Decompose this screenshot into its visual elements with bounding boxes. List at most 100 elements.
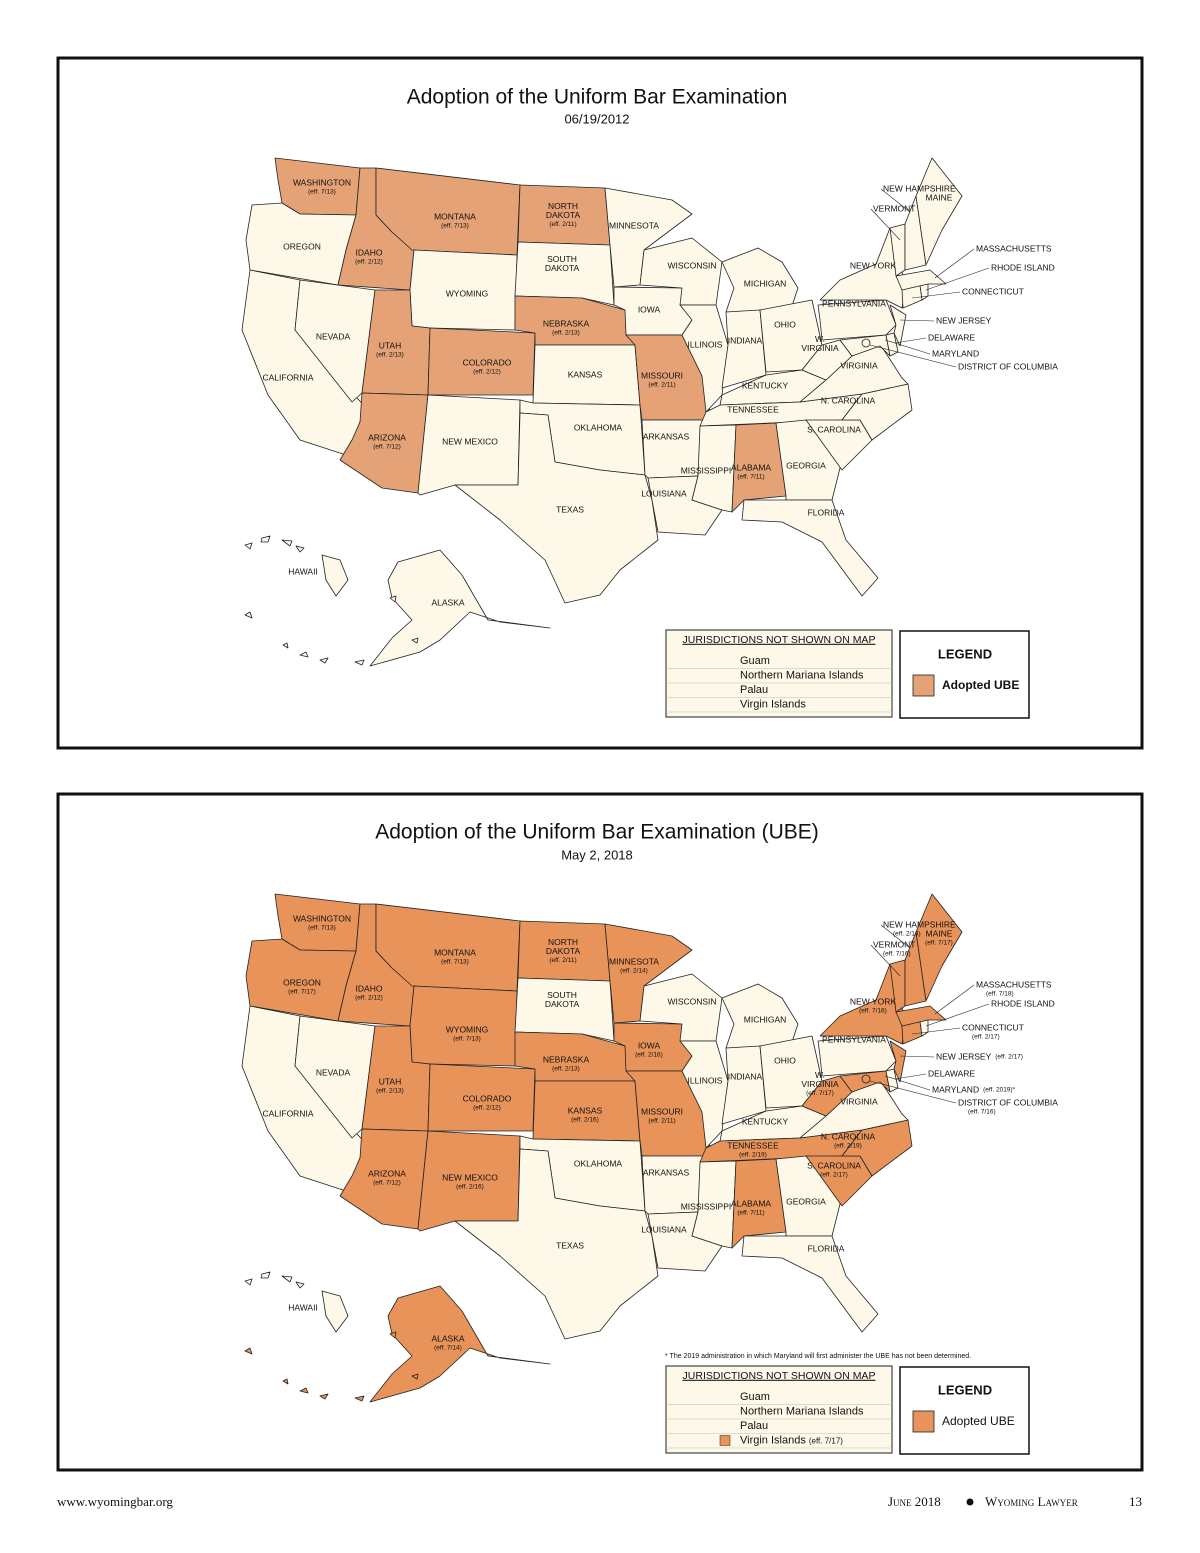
state-note: (eff. 2/12) [473,1105,501,1112]
state-label: UTAH [379,1076,402,1086]
footer-magazine: Wyoming Lawyer [985,1494,1078,1509]
state-label: GEORGIA [786,1196,826,1206]
state [731,1158,787,1249]
state-label: VIRGINIA [801,343,839,353]
state [731,422,787,513]
state-label: S. CAROLINA [807,424,861,434]
district [861,338,871,348]
island [389,1331,397,1339]
state-label: DISTRICT OF COLUMBIA [958,361,1058,371]
jurisdiction: Palau [740,684,768,696]
state [741,1235,879,1333]
island [281,539,293,547]
state-label: DELAWARE [928,1068,975,1078]
island [299,651,309,658]
state-label: OREGON [283,977,321,987]
state-label: CONNECTICUT [962,1022,1024,1032]
state-label: OHIO [774,1055,796,1065]
leader-line [925,267,990,291]
state-note: (eff. 7/13) [441,223,469,230]
state-label: MASSACHUSETTS [976,243,1052,253]
state-note: (eff. 7/12) [373,444,401,451]
leader-line [934,248,975,279]
legend-box [899,630,1030,719]
state-label: DAKOTA [545,999,580,1009]
state-note: (eff. 7/16) [968,1109,996,1116]
island [244,542,253,550]
state-label: WYOMING [446,288,489,298]
leader-line [894,1073,927,1080]
island [282,1378,289,1385]
island [321,1290,349,1333]
island [389,595,397,603]
state-label: ALASKA [431,597,464,607]
island [299,1387,309,1394]
island [244,611,253,619]
state-label: WASHINGTON [293,913,351,923]
footer-bullet [966,1498,974,1506]
state-label: ALABAMA [731,462,771,472]
state-note: (eff. 7/11) [737,474,764,481]
state-label: MONTANA [434,211,476,221]
jurisdiction-swatch [719,1435,731,1446]
state-label: ARKANSAS [643,1167,690,1177]
state-label: VIRGINIA [840,1096,878,1106]
state-note: (eff. 2/12) [473,369,501,376]
island [295,1281,305,1289]
state-label: WISCONSIN [667,260,716,270]
state-label: DELAWARE [928,332,975,342]
state [741,499,879,597]
state-label: VERMONT [873,939,916,949]
state-label: NEBRASKA [543,1054,590,1064]
footer-issue: June 2018 [888,1494,941,1509]
state-label: ALASKA [431,1333,464,1343]
state-label: TENNESSEE [727,1140,779,1150]
jurisdiction: Palau [740,1420,768,1432]
legend-swatch [912,1410,935,1433]
leader-line [870,944,901,977]
state-label: NEVADA [316,331,351,341]
state-label: CALIFORNIA [262,372,313,382]
state [369,549,551,667]
state-label: TENNESSEE [727,404,779,414]
state-label: NEVADA [316,1067,351,1077]
state-label: S. CAROLINA [807,1160,861,1170]
state-label: MINNESOTA [609,956,659,966]
island [354,659,365,666]
jurisdiction: Virgin Islands [740,698,806,710]
state-note: (eff. 2019)* [983,1087,1016,1094]
state-label: IDAHO [356,983,383,993]
state-label: IOWA [638,1040,661,1050]
leader-line [934,984,975,1015]
state [294,279,376,403]
state-note: (eff. 2/16) [571,1117,599,1124]
state [294,1015,376,1139]
state [454,1148,659,1340]
state [721,247,799,313]
state-label: IDAHO [356,247,383,257]
state-label: RHODE ISLAND [991,998,1055,1008]
panel-frame [56,56,1144,750]
island [281,1275,293,1283]
jurisdictions-heading: JURISDICTIONS NOT SHOWN ON MAP [683,1370,876,1382]
island [354,1395,365,1402]
state-label: MARYLAND [932,348,979,358]
map-title: Adoption of the Uniform Bar Examination … [375,821,819,844]
state-label: VERMONT [873,203,916,213]
jurisdiction: Guam [740,655,770,667]
state-label: DISTRICT OF COLUMBIA [958,1097,1058,1107]
state-label: MISSISSIPPI [681,1201,732,1211]
island [295,545,305,553]
state-note: (eff. 2/11) [648,382,675,389]
state-note: (eff. 7/17) [806,1090,834,1097]
island [244,1278,253,1286]
state-label: MINNESOTA [609,220,659,230]
state-label: MAINE [926,192,953,202]
state [895,269,947,291]
island [244,1347,253,1355]
state [889,1040,907,1083]
map-date: 06/19/2012 [564,111,629,126]
state-label: NEW MEXICO [442,1172,498,1182]
state-label: PENNSYLVANIA [822,1034,886,1044]
